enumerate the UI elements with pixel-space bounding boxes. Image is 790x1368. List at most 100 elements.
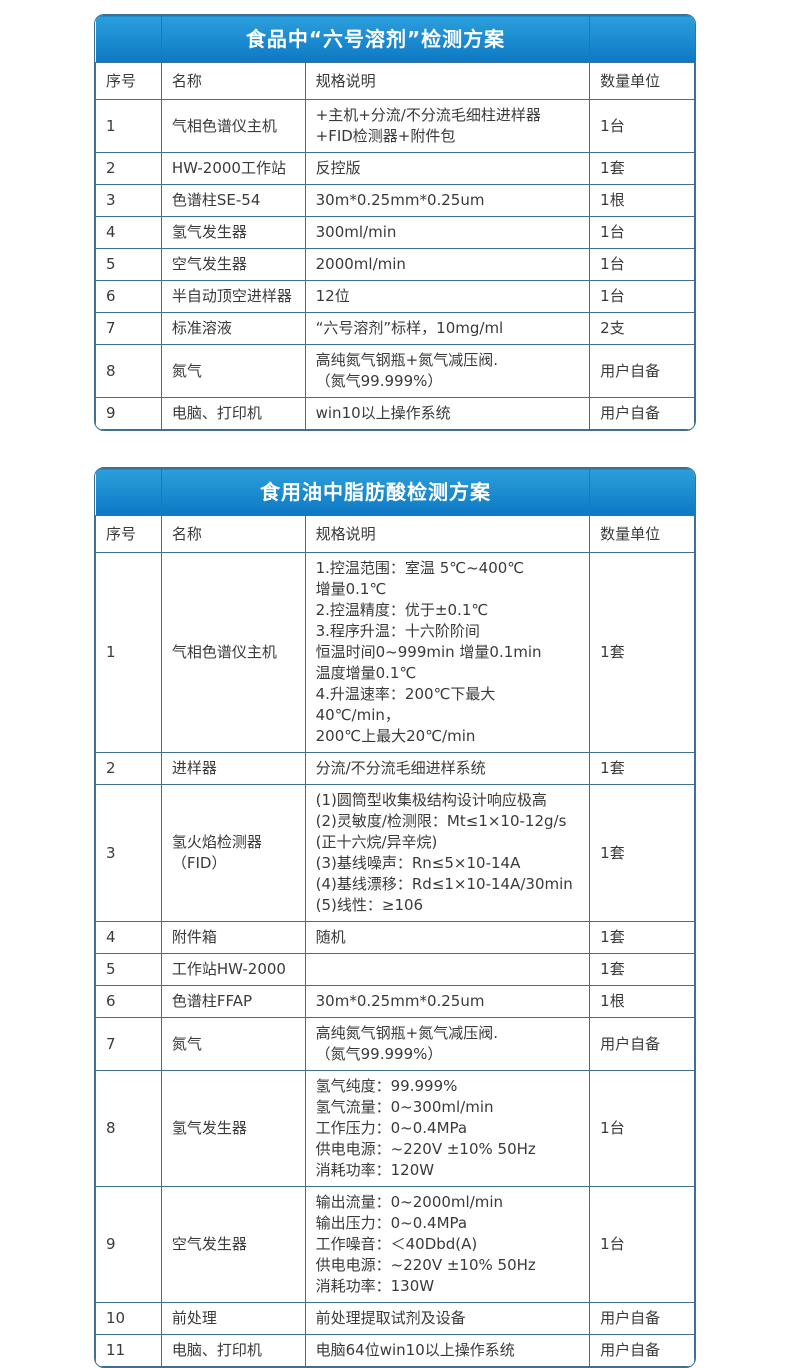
column-header: 规格说明 [304, 62, 591, 100]
cell-no: 8 [95, 1070, 162, 1187]
cell-spec: 输出流量：0~2000ml/min 输出压力：0~0.4MPa 工作噪音：＜40… [304, 1186, 591, 1303]
cell-spec: +主机+分流/不分流毛细柱进样器 +FID检测器+附件包 [304, 99, 591, 153]
cell-qty: 1套 [589, 784, 695, 922]
cell-name: 进样器 [160, 752, 306, 785]
fatty-acid-detection-table: 食用油中脂肪酸检测方案 序号 名称 规格说明 数量单位 1 气相色谱仪主机 1.控温范围：… [95, 468, 695, 1367]
cell-qty: 1根 [589, 184, 695, 217]
cell-name: 氮气 [160, 344, 306, 398]
cell-no: 10 [95, 1302, 162, 1335]
column-header: 数量单位 [589, 515, 695, 553]
solvent-detection-table: 食品中“六号溶剂”检测方案 序号 名称 规格说明 数量单位 1 气相色谱仪主机 +主机+分… [95, 15, 695, 430]
cell-spec: 氢气纯度：99.999% 氢气流量：0~300ml/min 工作压力：0~0.4… [304, 1070, 591, 1187]
table-row: 5 空气发生器 2000ml/min 1台 [95, 248, 695, 281]
cell-no: 5 [95, 248, 162, 281]
column-header: 规格说明 [304, 515, 591, 553]
cell-qty: 1台 [589, 280, 695, 313]
cell-spec: 高纯氮气钢瓶+氮气减压阀. （氮气99.999%） [304, 344, 591, 398]
cell-no: 9 [95, 1186, 162, 1303]
cell-qty: 1台 [589, 1186, 695, 1303]
cell-name: 电脑、打印机 [160, 397, 306, 430]
cell-name: 色谱柱SE-54 [160, 184, 306, 217]
table-row: 7 标准溶液 “六号溶剂”标样，10mg/ml 2支 [95, 312, 695, 345]
table-row: 7 氮气 高纯氮气钢瓶+氮气减压阀. （氮气99.999%） 用户自备 [95, 1017, 695, 1071]
table-row: 4 氢气发生器 300ml/min 1台 [95, 216, 695, 249]
table-row: 8 氮气 高纯氮气钢瓶+氮气减压阀. （氮气99.999%） 用户自备 [95, 344, 695, 398]
cell-no: 2 [95, 752, 162, 785]
cell-qty: 1根 [589, 985, 695, 1018]
column-header: 序号 [95, 515, 162, 553]
cell-no: 1 [95, 552, 162, 753]
cell-qty: 1套 [589, 152, 695, 185]
column-header: 名称 [160, 515, 306, 553]
cell-spec: 随机 [304, 921, 591, 954]
table-title-row: 食用油中脂肪酸检测方案 [95, 468, 695, 516]
cell-no: 2 [95, 152, 162, 185]
cell-qty: 1套 [589, 752, 695, 785]
column-header: 数量单位 [589, 62, 695, 100]
cell-name: 电脑、打印机 [160, 1334, 306, 1367]
cell-qty: 用户自备 [589, 344, 695, 398]
table-row: 6 半自动顶空进样器 12位 1台 [95, 280, 695, 313]
cell-spec: 电脑64位win10以上操作系统 [304, 1334, 591, 1367]
cell-name: 标准溶液 [160, 312, 306, 345]
cell-qty: 用户自备 [589, 1334, 695, 1367]
cell-name: 氢气发生器 [160, 216, 306, 249]
cell-no: 7 [95, 312, 162, 345]
column-header-row: 序号 名称 规格说明 数量单位 [95, 62, 695, 100]
cell-qty: 1台 [589, 248, 695, 281]
cell-spec: (1)圆筒型收集极结构设计响应极高 (2)灵敏度/检测限：Mt≤1×10-12g… [304, 784, 591, 922]
table-row: 1 气相色谱仪主机 +主机+分流/不分流毛细柱进样器 +FID检测器+附件包 1台 [95, 99, 695, 153]
cell-spec: 30m*0.25mm*0.25um [304, 985, 591, 1018]
table-row: 3 色谱柱SE-54 30m*0.25mm*0.25um 1根 [95, 184, 695, 217]
cell-spec: 高纯氮气钢瓶+氮气减压阀. （氮气99.999%） [304, 1017, 591, 1071]
cell-name: HW-2000工作站 [160, 152, 306, 185]
table-row: 9 电脑、打印机 win10以上操作系统 用户自备 [95, 397, 695, 430]
cell-no: 1 [95, 99, 162, 153]
cell-no: 4 [95, 921, 162, 954]
cell-name: 色谱柱FFAP [160, 985, 306, 1018]
table-body: 1 气相色谱仪主机 1.控温范围：室温 5℃~400℃ 增量0.1℃ 2.控温精度：… [95, 552, 695, 1367]
cell-no: 6 [95, 280, 162, 313]
title-band-spacer [95, 15, 162, 63]
table-row: 3 氢火焰检测器（FID） (1)圆筒型收集极结构设计响应极高 (2)灵敏度/检测限… [95, 784, 695, 922]
solvent-detection-table-container: 食品中“六号溶剂”检测方案 序号 名称 规格说明 数量单位 1 气相色谱仪主机 +主机+分… [94, 14, 696, 431]
table-row: 10 前处理 前处理提取试剂及设备 用户自备 [95, 1302, 695, 1335]
cell-qty: 1台 [589, 99, 695, 153]
table-row: 8 氢气发生器 氢气纯度：99.999% 氢气流量：0~300ml/min 工作压力… [95, 1070, 695, 1187]
cell-spec [304, 953, 591, 986]
cell-name: 工作站HW-2000 [160, 953, 306, 986]
table-row: 2 HW-2000工作站 反控版 1套 [95, 152, 695, 185]
cell-spec: “六号溶剂”标样，10mg/ml [304, 312, 591, 345]
table-row: 9 空气发生器 输出流量：0~2000ml/min 输出压力：0~0.4MPa 工作… [95, 1186, 695, 1303]
cell-name: 氢气发生器 [160, 1070, 306, 1187]
table-title-row: 食品中“六号溶剂”检测方案 [95, 15, 695, 63]
table-title: 食用油中脂肪酸检测方案 [160, 468, 591, 516]
column-header: 名称 [160, 62, 306, 100]
column-header: 序号 [95, 62, 162, 100]
cell-qty: 1套 [589, 953, 695, 986]
cell-qty: 2支 [589, 312, 695, 345]
cell-spec: 300ml/min [304, 216, 591, 249]
cell-name: 附件箱 [160, 921, 306, 954]
fatty-acid-detection-table-container: 食用油中脂肪酸检测方案 序号 名称 规格说明 数量单位 1 气相色谱仪主机 1.控温范围：… [94, 467, 696, 1368]
cell-name: 气相色谱仪主机 [160, 99, 306, 153]
cell-no: 8 [95, 344, 162, 398]
cell-spec: 12位 [304, 280, 591, 313]
table-row: 6 色谱柱FFAP 30m*0.25mm*0.25um 1根 [95, 985, 695, 1018]
cell-qty: 1台 [589, 1070, 695, 1187]
cell-name: 氢火焰检测器（FID） [160, 784, 306, 922]
column-header-row: 序号 名称 规格说明 数量单位 [95, 515, 695, 553]
cell-no: 7 [95, 1017, 162, 1071]
cell-spec: 30m*0.25mm*0.25um [304, 184, 591, 217]
cell-qty: 用户自备 [589, 397, 695, 430]
table-title: 食品中“六号溶剂”检测方案 [160, 15, 591, 63]
table-row: 11 电脑、打印机 电脑64位win10以上操作系统 用户自备 [95, 1334, 695, 1367]
title-band-spacer [589, 468, 695, 516]
cell-no: 5 [95, 953, 162, 986]
cell-spec: 前处理提取试剂及设备 [304, 1302, 591, 1335]
cell-name: 半自动顶空进样器 [160, 280, 306, 313]
cell-no: 3 [95, 784, 162, 922]
cell-name: 空气发生器 [160, 1186, 306, 1303]
cell-qty: 用户自备 [589, 1017, 695, 1071]
cell-no: 3 [95, 184, 162, 217]
